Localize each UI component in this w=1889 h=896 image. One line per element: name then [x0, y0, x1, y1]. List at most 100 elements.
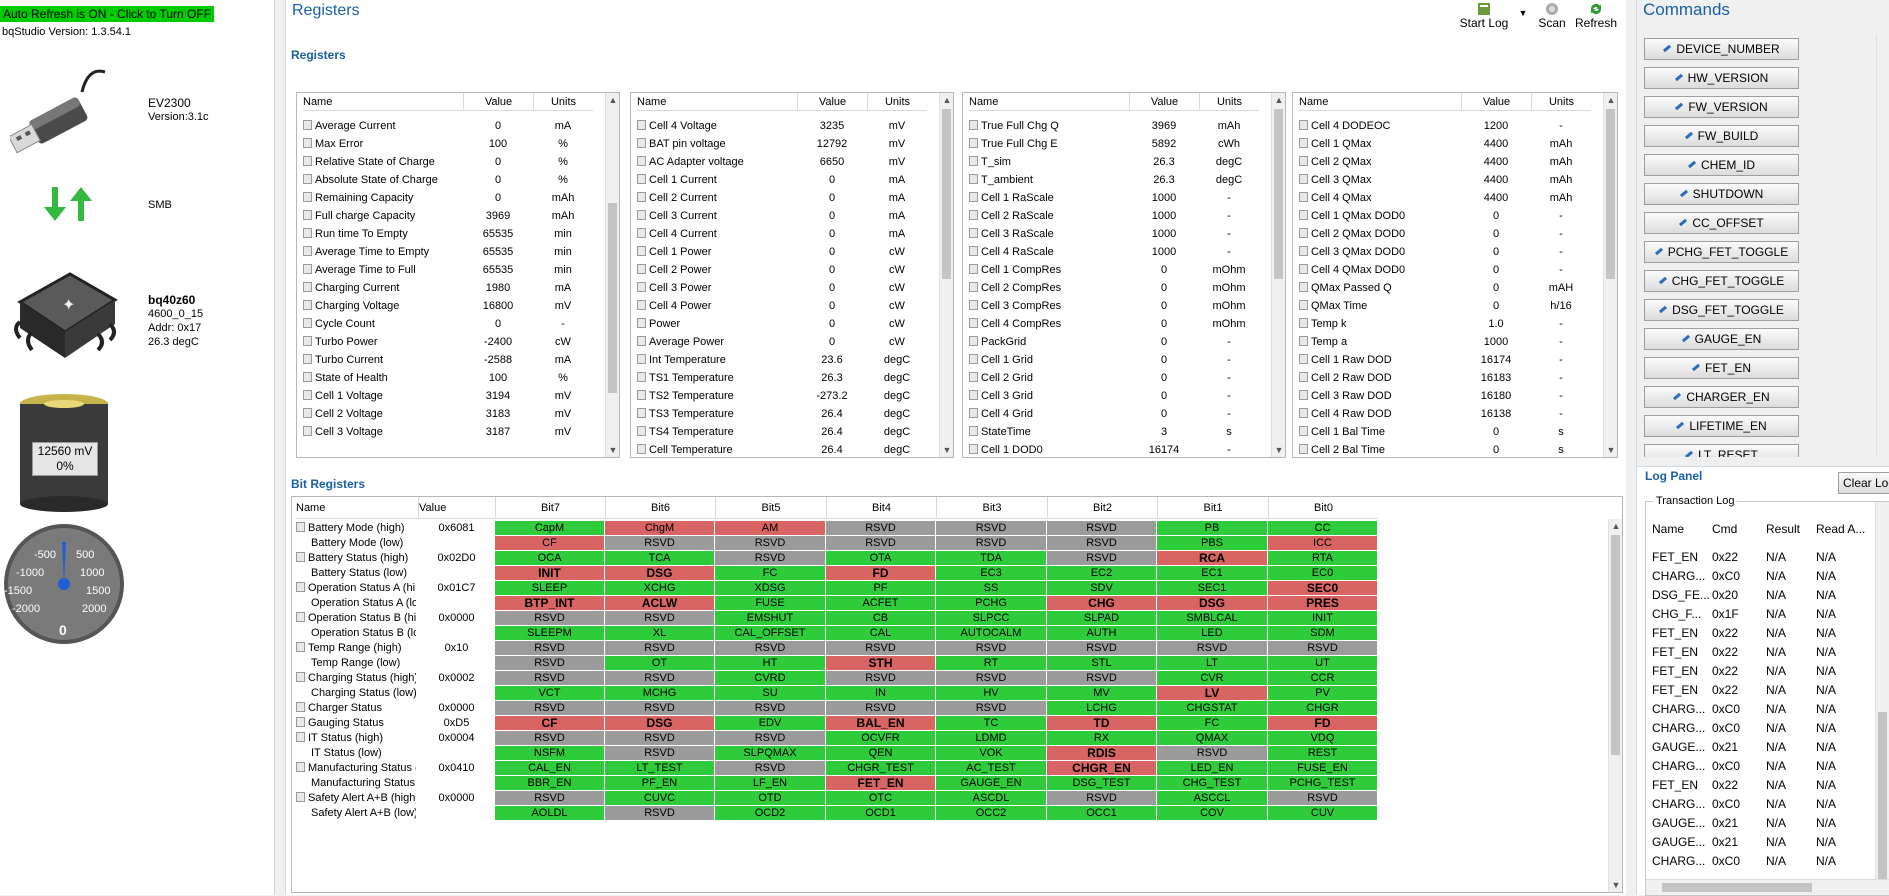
bit-cell[interactable]: MCHG	[605, 686, 715, 701]
register-row[interactable]: Cell 2 Power 0 cW	[637, 261, 941, 279]
register-row[interactable]: Cell 2 Voltage 3183 mV	[303, 405, 607, 423]
bit-cell[interactable]: RCA	[1157, 551, 1268, 566]
register-row[interactable]: Int Temperature 23.6 degC	[637, 351, 941, 369]
clear-log-button[interactable]: Clear Log	[1838, 472, 1889, 494]
scroll-up-icon[interactable]: ▲	[942, 95, 952, 105]
command-button-chg-fet-toggle[interactable]: CHG_FET_TOGGLE	[1644, 270, 1799, 292]
bit-cell[interactable]: CB	[826, 611, 936, 626]
register-row[interactable]: Cell 3 Current 0 mA	[637, 207, 941, 225]
bit-register-row[interactable]: Charging Status (high) 0x0002 RSVD RSVD CVRD…	[296, 671, 1606, 686]
register-row[interactable]: Cell 4 DODEOC 1200 -	[1299, 117, 1605, 135]
bit-cell[interactable]: RSVD	[495, 731, 605, 746]
register-row[interactable]: Cell 2 CompRes 0 mOhm	[969, 279, 1273, 297]
bit-register-row[interactable]: Battery Status (low) INIT DSG FC FD EC3 EC2 EC1…	[296, 566, 1606, 581]
bit-cell[interactable]: FC	[715, 566, 826, 581]
bit-cell[interactable]: RSVD	[1157, 641, 1268, 656]
register-row[interactable]: Cell 3 Grid 0 -	[969, 387, 1273, 405]
register-row[interactable]: State of Health 100%	[303, 369, 607, 387]
register-row[interactable]: Cell 3 Power 0 cW	[637, 279, 941, 297]
register-row[interactable]: True Full Chg Q 3969 mAh	[969, 117, 1273, 135]
bit-cell[interactable]: STL	[1047, 656, 1157, 671]
bit-cell[interactable]: FUSE	[715, 596, 826, 611]
bit-cell[interactable]: RSVD	[715, 761, 826, 776]
bit-register-row[interactable]: IT Status (low) NSFM RSVD SLPQMAX QEN VOK RDIS…	[296, 746, 1606, 761]
register-row[interactable]: QMax Passed Q 0 mAH	[1299, 279, 1605, 297]
scroll-up-icon[interactable]: ▲	[1606, 95, 1616, 105]
bit-cell[interactable]: RSVD	[1047, 791, 1157, 806]
scroll-down-icon[interactable]: ▼	[942, 445, 952, 455]
register-row[interactable]: Temp a 1000 -	[1299, 333, 1605, 351]
register-row[interactable]: BAT pin voltage 12792 mV	[637, 135, 941, 153]
register-row[interactable]: Cell 1 QMax 4400 mAh	[1299, 135, 1605, 153]
bit-cell[interactable]: RSVD	[605, 746, 715, 761]
bit-cell[interactable]: TC	[936, 716, 1047, 731]
register-row[interactable]: Cell 4 Grid 0 -	[969, 405, 1273, 423]
bit-cell[interactable]: RSVD	[826, 701, 936, 716]
register-row[interactable]: Cell 2 Grid 0 -	[969, 369, 1273, 387]
bit-cell[interactable]: SS	[936, 581, 1047, 596]
bit-cell[interactable]: DSG	[1157, 596, 1268, 611]
bit-cell[interactable]: PV	[1268, 686, 1378, 701]
bit-cell[interactable]: CF	[495, 716, 605, 731]
bit-cell[interactable]: AOLDL	[495, 806, 605, 821]
register-row[interactable]: Cycle Count 0 -	[303, 315, 607, 333]
bit-cell[interactable]: SEC1	[1157, 581, 1268, 596]
bit-cell[interactable]: SLPCC	[936, 611, 1047, 626]
register-row[interactable]: True Full Chg E 5892 cWh	[969, 135, 1273, 153]
bit-cell[interactable]: RSVD	[936, 671, 1047, 686]
bit-register-row[interactable]: Charger Status 0x0000 RSVD RSVD RSVD RSVD RSVD…	[296, 701, 1606, 716]
command-button-gauge-en[interactable]: GAUGE_EN	[1644, 328, 1799, 350]
bit-cell[interactable]: RSVD	[826, 536, 936, 551]
register-row[interactable]: Power 0 cW	[637, 315, 941, 333]
bit-cell[interactable]: RSVD	[605, 731, 715, 746]
bit-cell[interactable]: RTA	[1268, 551, 1378, 566]
register-row[interactable]: Average Power 0 cW	[637, 333, 941, 351]
auto-refresh-toggle[interactable]: Auto Refresh is ON - Click to Turn OFF	[0, 6, 215, 22]
bit-cell[interactable]: CVRD	[715, 671, 826, 686]
bit-cell[interactable]: TD	[1047, 716, 1157, 731]
bit-cell[interactable]: REST	[1268, 746, 1378, 761]
register-row[interactable]: Charging Voltage 16800 mV	[303, 297, 607, 315]
bit-cell[interactable]: RSVD	[1047, 641, 1157, 656]
bit-cell[interactable]: AM	[715, 521, 826, 536]
bit-cell[interactable]: EC1	[1157, 566, 1268, 581]
bit-cell[interactable]: LED	[1157, 626, 1268, 641]
register-row[interactable]: Cell 4 Current 0 mA	[637, 225, 941, 243]
bit-cell[interactable]: HT	[715, 656, 826, 671]
command-button-fw-build[interactable]: FW_BUILD	[1644, 125, 1799, 147]
bit-cell[interactable]: ASCDL	[936, 791, 1047, 806]
register-row[interactable]: QMax Time 0 h/16	[1299, 297, 1605, 315]
bit-cell[interactable]: SLPQMAX	[715, 746, 826, 761]
register-row[interactable]: Cell 4 QMax DOD0 0 -	[1299, 261, 1605, 279]
bit-cell[interactable]: LV	[1157, 686, 1268, 701]
bit-cell[interactable]: RSVD	[1047, 521, 1157, 536]
bit-register-row[interactable]: Battery Mode (high) 0x6081 CapM ChgM AM RSVD R…	[296, 521, 1606, 536]
bit-cell[interactable]: RT	[936, 656, 1047, 671]
register-row[interactable]: Cell 3 Raw DOD 16180 -	[1299, 387, 1605, 405]
vertical-scrollbar[interactable]: ▲ ▼	[1603, 93, 1617, 457]
bit-cell[interactable]: AC_TEST	[936, 761, 1047, 776]
bit-cell[interactable]: IN	[826, 686, 936, 701]
bit-cell[interactable]: LT_TEST	[605, 761, 715, 776]
bit-cell[interactable]: INIT	[495, 566, 605, 581]
bit-cell[interactable]: VOK	[936, 746, 1047, 761]
bit-cell[interactable]: RSVD	[495, 611, 605, 626]
bit-cell[interactable]: RSVD	[826, 641, 936, 656]
bit-cell[interactable]: RSVD	[715, 701, 826, 716]
bit-cell[interactable]: CUV	[1268, 806, 1378, 821]
bit-register-row[interactable]: Safety Alert A+B (high) 0x0000 RSVD CUVC OTD…	[296, 791, 1606, 806]
bit-cell[interactable]: EC3	[936, 566, 1047, 581]
command-button-cc-offset[interactable]: CC_OFFSET	[1644, 212, 1799, 234]
bit-cell[interactable]: OTA	[826, 551, 936, 566]
bit-cell[interactable]: RSVD	[936, 536, 1047, 551]
start-log-button[interactable]: Start Log	[1458, 2, 1510, 30]
register-row[interactable]: Cell 4 QMax 4400 mAh	[1299, 189, 1605, 207]
bit-cell[interactable]: DSG	[605, 566, 715, 581]
register-row[interactable]: TS4 Temperature 26.4 degC	[637, 423, 941, 441]
register-row[interactable]: PackGrid 0 -	[969, 333, 1273, 351]
register-row[interactable]: Cell 2 RaScale 1000 -	[969, 207, 1273, 225]
register-row[interactable]: Cell 1 Raw DOD 16174 -	[1299, 351, 1605, 369]
bit-cell[interactable]: HV	[936, 686, 1047, 701]
register-row[interactable]: Cell 2 Current 0 mA	[637, 189, 941, 207]
bit-register-row[interactable]: Battery Status (high) 0x02D0 OCA TCA RSVD OTA…	[296, 551, 1606, 566]
